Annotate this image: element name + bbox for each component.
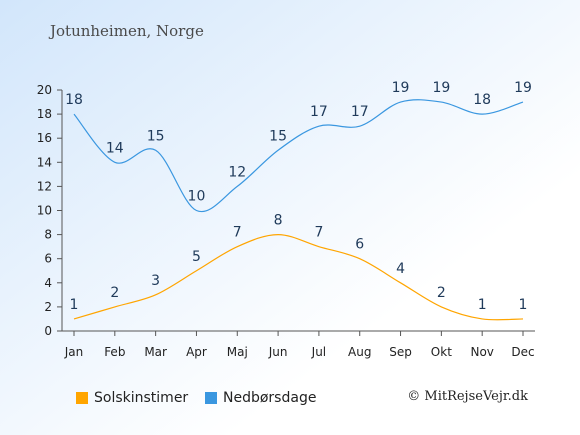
data-label-series-0: 2 bbox=[437, 285, 446, 301]
y-tick-label: 6 bbox=[44, 252, 52, 266]
data-label-series-1: 19 bbox=[432, 80, 450, 96]
data-label-series-0: 1 bbox=[519, 297, 528, 313]
legend-label-series-1: Nedbørsdage bbox=[223, 390, 317, 406]
x-tick-label: Jun bbox=[268, 345, 288, 359]
y-tick-label: 4 bbox=[44, 276, 52, 290]
data-label-series-0: 7 bbox=[233, 225, 242, 241]
data-label-series-0: 5 bbox=[192, 249, 201, 265]
data-label-series-0: 2 bbox=[110, 285, 119, 301]
data-label-series-1: 12 bbox=[228, 164, 246, 180]
data-label-series-1: 17 bbox=[351, 104, 369, 120]
data-label-series-0: 3 bbox=[151, 273, 160, 289]
data-label-series-1: 18 bbox=[65, 92, 83, 108]
y-axis: 0 2 4 6 8 10 12 14 16 18 20 bbox=[37, 83, 63, 338]
data-label-series-1: 19 bbox=[514, 80, 532, 96]
legend-label-series-0: Solskinstimer bbox=[94, 390, 189, 406]
y-tick-label: 16 bbox=[37, 131, 52, 145]
x-axis: Jan Feb Mar Apr Maj Jun Jul Aug Sep Okt Nov Dec bbox=[62, 330, 535, 359]
x-tick-label: Okt bbox=[431, 345, 452, 359]
data-label-series-1: 19 bbox=[392, 80, 410, 96]
y-tick-label: 10 bbox=[37, 204, 52, 218]
x-tick-label: Aug bbox=[348, 345, 371, 359]
y-tick-label: 8 bbox=[44, 228, 52, 242]
x-tick-label: Maj bbox=[227, 345, 248, 359]
x-tick-label: Dec bbox=[511, 345, 534, 359]
data-label-series-0: 4 bbox=[396, 261, 405, 277]
legend-item-series-0: Solskinstimer bbox=[76, 390, 188, 406]
data-label-series-1: 18 bbox=[473, 92, 491, 108]
x-tick-label: Mar bbox=[144, 345, 167, 359]
x-tick-label: Jan bbox=[64, 345, 84, 359]
data-label-series-1: 17 bbox=[310, 104, 328, 120]
legend-swatch-series-0 bbox=[76, 392, 88, 404]
x-tick-label: Jul bbox=[311, 345, 326, 359]
x-tick-label: Sep bbox=[389, 345, 412, 359]
legend-swatch-series-1 bbox=[205, 392, 217, 404]
data-label-series-1: 10 bbox=[188, 189, 206, 205]
data-label-series-0: 8 bbox=[274, 213, 283, 229]
series-line-0 bbox=[73, 233, 524, 321]
y-tick-label: 20 bbox=[37, 83, 52, 97]
data-label-series-0: 1 bbox=[478, 297, 487, 313]
data-label-series-0: 6 bbox=[355, 237, 364, 253]
x-tick-label: Nov bbox=[470, 345, 493, 359]
data-label-series-0: 1 bbox=[70, 297, 79, 313]
x-tick-label: Feb bbox=[104, 345, 125, 359]
y-tick-label: 2 bbox=[44, 300, 52, 314]
data-label-series-1: 15 bbox=[147, 128, 165, 144]
chart-title: Jotunheimen, Norge bbox=[50, 22, 204, 40]
data-label-series-1: 14 bbox=[106, 140, 124, 156]
y-tick-label: 18 bbox=[37, 107, 52, 121]
data-label-series-1: 15 bbox=[269, 128, 287, 144]
copyright-text: © MitRejseVejr.dk bbox=[407, 389, 528, 404]
series-line-1 bbox=[73, 99, 524, 213]
y-tick-label: 0 bbox=[44, 324, 52, 338]
data-label-series-0: 7 bbox=[314, 225, 323, 241]
y-tick-label: 12 bbox=[37, 179, 52, 193]
series-lines bbox=[73, 99, 524, 321]
y-tick-label: 14 bbox=[37, 155, 52, 169]
legend-item-series-1: Nedbørsdage bbox=[205, 390, 316, 406]
x-tick-label: Apr bbox=[186, 345, 207, 359]
